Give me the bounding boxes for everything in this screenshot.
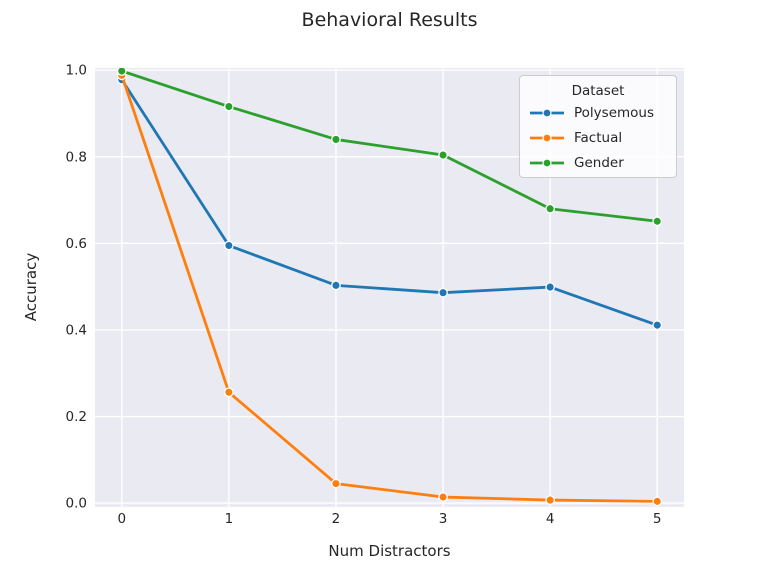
legend-item-gender: Gender [520,150,676,175]
data-point-factual-1 [224,387,234,398]
series-group [116,68,663,507]
legend-marker-polysemous-icon [530,107,564,118]
data-point-factual-5 [652,496,663,507]
data-point-gender-0 [116,68,127,76]
data-point-gender-4 [545,203,555,214]
data-point-gender-5 [652,216,663,227]
legend-item-polysemous: Polysemous [520,100,676,125]
data-point-factual-4 [545,495,555,505]
tick-label-y-0.2: 0.2 [66,409,87,425]
tick-label-y-0.0: 0.0 [66,496,87,512]
data-point-gender-2 [331,134,341,145]
tick-label-x-1: 1 [225,511,234,527]
data-point-polysemous-1 [224,240,234,251]
data-point-polysemous-5 [652,320,663,331]
tick-label-y-1.0: 1.0 [66,63,87,79]
data-point-gender-1 [224,101,234,112]
tick-label-x-2: 2 [332,511,341,527]
legend-label-factual: Factual [574,129,623,146]
tick-label-y-0.4: 0.4 [66,322,87,338]
tick-label-x-5: 5 [653,511,662,527]
legend-marker-factual-icon [530,132,564,143]
tick-label-x-0: 0 [117,511,126,527]
data-point-factual-2 [331,478,341,489]
chart-title: Behavioral Results [301,9,478,31]
data-point-factual-3 [438,492,448,502]
legend-item-factual: Factual [520,125,676,150]
data-point-gender-3 [438,150,448,160]
legend: Dataset Polysemous Factual Gender [519,75,677,178]
legend-label-polysemous: Polysemous [574,104,654,121]
x-axis-label: Num Distractors [328,542,451,560]
series-line-gender [120,69,659,223]
tick-label-y-0.6: 0.6 [66,236,87,252]
data-point-polysemous-3 [438,287,448,298]
tick-label-x-4: 4 [546,511,555,527]
data-point-polysemous-2 [331,280,341,291]
legend-marker-gender-icon [530,157,564,168]
legend-label-gender: Gender [574,154,624,171]
data-point-polysemous-4 [545,282,555,292]
series-line-polysemous [120,78,659,327]
tick-label-y-0.8: 0.8 [66,149,87,165]
legend-title: Dataset [571,83,625,99]
series-line-factual [120,73,659,503]
tick-label-x-3: 3 [439,511,448,527]
